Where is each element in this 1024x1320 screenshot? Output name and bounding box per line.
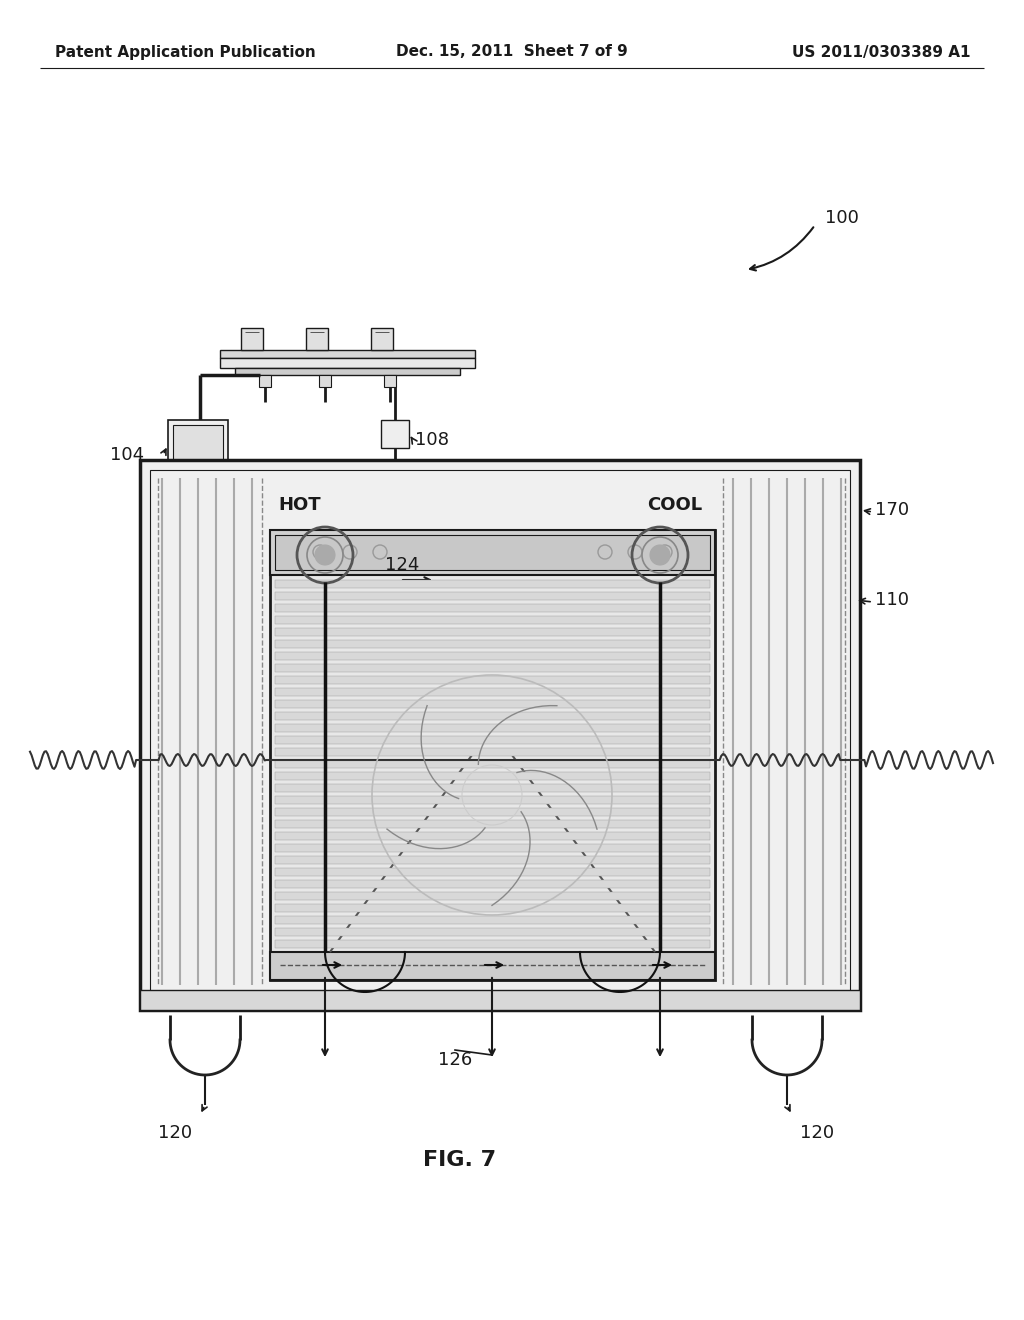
Text: 120: 120 [158,1125,193,1142]
Bar [275,688,710,696]
Bar [168,420,228,470]
Bar [275,796,710,804]
Bar [275,616,710,624]
Bar [275,640,710,648]
Bar [275,652,710,660]
Bar [275,928,710,936]
Bar [275,737,710,744]
Bar [384,375,396,387]
Text: 124: 124 [385,556,420,574]
Bar [140,459,860,1010]
Bar [275,904,710,912]
Bar [275,940,710,948]
Bar [275,869,710,876]
Bar [259,375,271,387]
Text: COOL: COOL [647,496,702,513]
Text: 108: 108 [415,432,449,449]
Text: 126: 126 [438,1051,472,1069]
Bar [275,664,710,672]
Bar [270,531,715,576]
Text: US 2011/0303389 A1: US 2011/0303389 A1 [792,45,970,59]
Bar [275,605,710,612]
Bar [241,327,263,350]
Bar [275,760,710,768]
Bar [220,350,475,358]
Bar [275,784,710,792]
Bar [270,952,715,979]
Bar [306,327,328,350]
Circle shape [650,545,670,565]
Bar [275,535,710,570]
Bar [150,470,850,1001]
Text: Patent Application Publication: Patent Application Publication [55,45,315,59]
Bar [275,892,710,900]
Bar [275,855,710,865]
Text: 120: 120 [800,1125,835,1142]
Bar [275,676,710,684]
Text: FIG. 7: FIG. 7 [424,1150,497,1170]
Bar [275,820,710,828]
Text: 104: 104 [110,446,144,465]
Bar [275,723,710,733]
Text: 110: 110 [874,591,909,609]
Bar [275,843,710,851]
Bar [275,579,710,587]
Bar [275,700,710,708]
Bar [173,425,223,465]
Bar [381,420,409,447]
Bar [234,368,460,375]
Bar [319,375,331,387]
Bar [275,711,710,719]
Bar [140,990,860,1010]
Bar [275,808,710,816]
Text: 100: 100 [825,209,859,227]
Bar [275,772,710,780]
Bar [275,916,710,924]
Circle shape [315,545,335,565]
Bar [275,628,710,636]
Bar [275,748,710,756]
Bar [220,358,475,368]
Bar [270,531,715,979]
Bar [275,832,710,840]
Text: 170: 170 [874,502,909,519]
Text: HOT: HOT [279,496,322,513]
Text: Dec. 15, 2011  Sheet 7 of 9: Dec. 15, 2011 Sheet 7 of 9 [396,45,628,59]
Bar [371,327,393,350]
Bar [275,880,710,888]
Bar [275,591,710,601]
